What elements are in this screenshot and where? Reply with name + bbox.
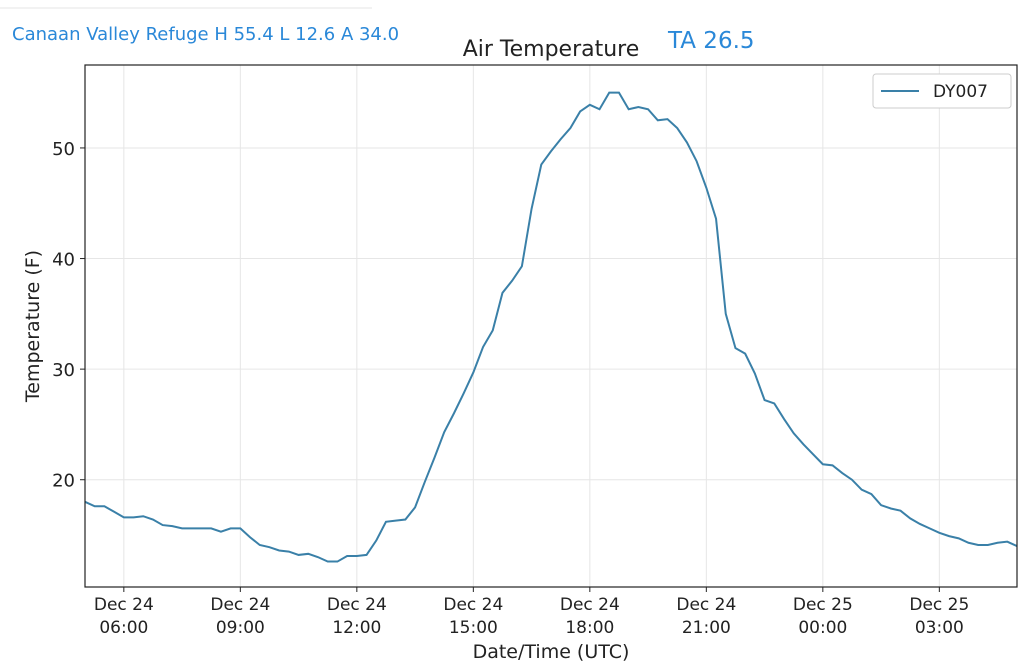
x-tick-label: Dec 24 15:00 bbox=[443, 595, 503, 638]
y-axis-label: Temperature (F) bbox=[22, 250, 44, 403]
x-tick-label: Dec 24 06:00 bbox=[94, 595, 154, 638]
x-tick-label: Dec 24 18:00 bbox=[560, 595, 620, 638]
chart-title: Air Temperature bbox=[463, 37, 640, 62]
y-tick-label: 30 bbox=[52, 360, 75, 381]
annotation: TA 26.5 bbox=[667, 28, 755, 54]
x-tick-label: Dec 24 21:00 bbox=[676, 595, 736, 638]
x-tick-label: Dec 24 12:00 bbox=[327, 595, 387, 638]
x-tick-label: Dec 25 00:00 bbox=[793, 595, 853, 638]
x-tick-label: Dec 25 03:00 bbox=[909, 595, 969, 638]
data-line bbox=[84, 91, 1018, 563]
x-tick-label: Dec 24 09:00 bbox=[210, 595, 270, 638]
y-tick-label: 20 bbox=[52, 471, 75, 492]
plot-frame bbox=[84, 64, 1018, 588]
x-axis-label: Date/Time (UTC) bbox=[473, 641, 630, 663]
legend-box bbox=[872, 73, 1012, 109]
y-tick-label: 50 bbox=[52, 139, 75, 160]
station-summary: Canaan Valley Refuge H 55.4 L 12.6 A 34.… bbox=[12, 24, 399, 45]
legend-label: DY007 bbox=[933, 82, 988, 102]
y-tick-label: 40 bbox=[52, 250, 75, 271]
